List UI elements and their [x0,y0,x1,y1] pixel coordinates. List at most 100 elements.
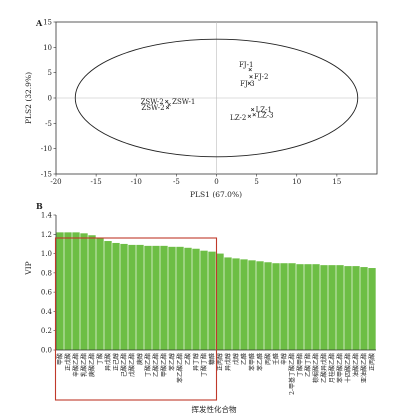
category-label: 甲酸乙酯 [160,353,168,377]
data-point-label: ZSW-1 [172,98,195,106]
category-label: 戊醇 [232,353,240,365]
y-tick-label: 0.8 [41,269,52,277]
vip-bar [96,238,104,350]
vip-bar [232,258,240,350]
vip-bar [80,233,88,350]
plot-b-y-axis-title: VIP [24,261,33,275]
vip-bar [208,251,216,350]
category-label: 2-甲基丁酸乙酯 [288,353,296,395]
data-point-marker [252,113,256,117]
vip-bar [328,265,336,350]
vip-bar [168,246,176,350]
category-label: 苯乙酸乙酯 [176,353,184,383]
category-label: 庚酸乙酯 [88,353,96,377]
category-label: 丁酸 [96,353,104,365]
category-label: 甲酸 [56,353,64,365]
category-label: 苯乙醇 [168,353,176,371]
category-label: 苯甲醛 [248,353,256,371]
vip-bar [264,262,272,350]
data-point: FJ-2 [249,73,268,81]
category-label: 糠醛 [208,353,216,365]
vip-bar-chart: B 0.0 0.2 0.4 0.6 0.8 1.0 1.2 1.4 甲酸 正戊酸 辛酸乙酯 乳酸乙酯… [24,201,376,414]
y-tick-label: 5 [48,69,52,77]
y-tick-label: 0 [48,95,52,103]
category-label: 异丁醇 [192,353,200,371]
vip-bar [360,267,368,350]
data-point-label: ZSW-2 [141,98,164,106]
vip-bar [144,245,152,350]
data-point: ZSW-1 [167,98,195,107]
y-tick-label: 0.2 [41,327,52,335]
x-tick-label: -20 [50,178,61,186]
vip-bar [72,232,80,350]
vip-bar [352,266,360,350]
vip-bar [184,247,192,350]
category-label: 丙酸 [264,353,272,365]
category-label: 壬醛 [272,353,280,365]
plot-a-y-axis-title: PLS2 (32.9%) [24,72,33,124]
y-tick-label: 1.2 [41,231,52,239]
category-label: 正丙醇 [216,353,224,371]
category-label: 乙醛 [240,353,248,365]
data-point-marker [165,105,170,110]
category-label: 庚醇 [136,353,144,365]
category-label: 己酸乙酯 [120,353,128,377]
x-tick-label: -15 [90,178,101,186]
category-label: 正己醇 [112,353,120,371]
highlight-box [54,237,218,401]
data-point-label: FJ-3 [240,80,254,88]
category-label: 十四酸乙酯 [344,353,352,383]
category-label: 乳酸乙酯 [80,353,88,377]
vip-bar [256,261,264,350]
vip-bar [312,264,320,350]
vip-bar [128,244,136,350]
data-point-marker [167,102,171,107]
data-point-marker [247,81,252,85]
vip-bar [112,242,120,350]
category-label: 乙酸乙酯 [152,353,160,377]
vip-bar [104,241,112,350]
vip-bar [64,232,72,350]
vip-bar [200,250,208,350]
x-tick-label: 0 [214,178,218,186]
vip-bar [304,264,312,350]
category-label: 乙酸 [184,353,192,365]
data-point-marker [247,114,252,118]
vip-bar [344,266,352,350]
data-point-marker [249,75,253,79]
plot-a-x-axis-title: PLS1 (67.0%) [190,190,242,199]
vip-bar [120,243,128,350]
category-label: 戊酸乙酯 [128,353,136,377]
data-point: FJ-1 [239,61,253,72]
vip-bar [152,245,160,350]
plot-b-x-axis-title: 挥发性化合物 [192,404,237,414]
vip-bar [368,268,376,350]
data-point: LZ-2 [230,114,252,122]
category-label: 棕榈酸乙酯 [312,353,320,383]
y-tick-label: 0.0 [41,347,52,355]
panel-a-letter: A [35,18,43,28]
vip-bar [224,257,232,350]
category-label: 乙酸异戊酯 [320,353,328,383]
data-point: ZSW-2 [141,104,170,112]
data-point-marker [165,99,169,104]
vip-bar [240,259,248,350]
y-tick-label: 1.0 [41,250,52,258]
data-point: LZ-1 [250,106,272,114]
data-point: FJ-3 [240,80,254,88]
data-point-label: FJ-2 [254,73,268,81]
vip-bar [280,263,288,350]
category-label: 正丙酸 [368,353,376,371]
vip-bar [336,265,344,350]
y-tick-label: 1.4 [41,212,53,220]
y-tick-label: 10 [43,44,52,52]
x-tick-label: 5 [254,178,258,186]
y-tick-label: -10 [41,145,52,153]
data-point-marker [250,108,255,112]
data-point-marker [248,67,252,72]
y-tick-label: -5 [45,120,52,128]
category-label: 丁酸甲酯 [296,353,304,377]
y-tick-label: 0.4 [41,308,53,316]
